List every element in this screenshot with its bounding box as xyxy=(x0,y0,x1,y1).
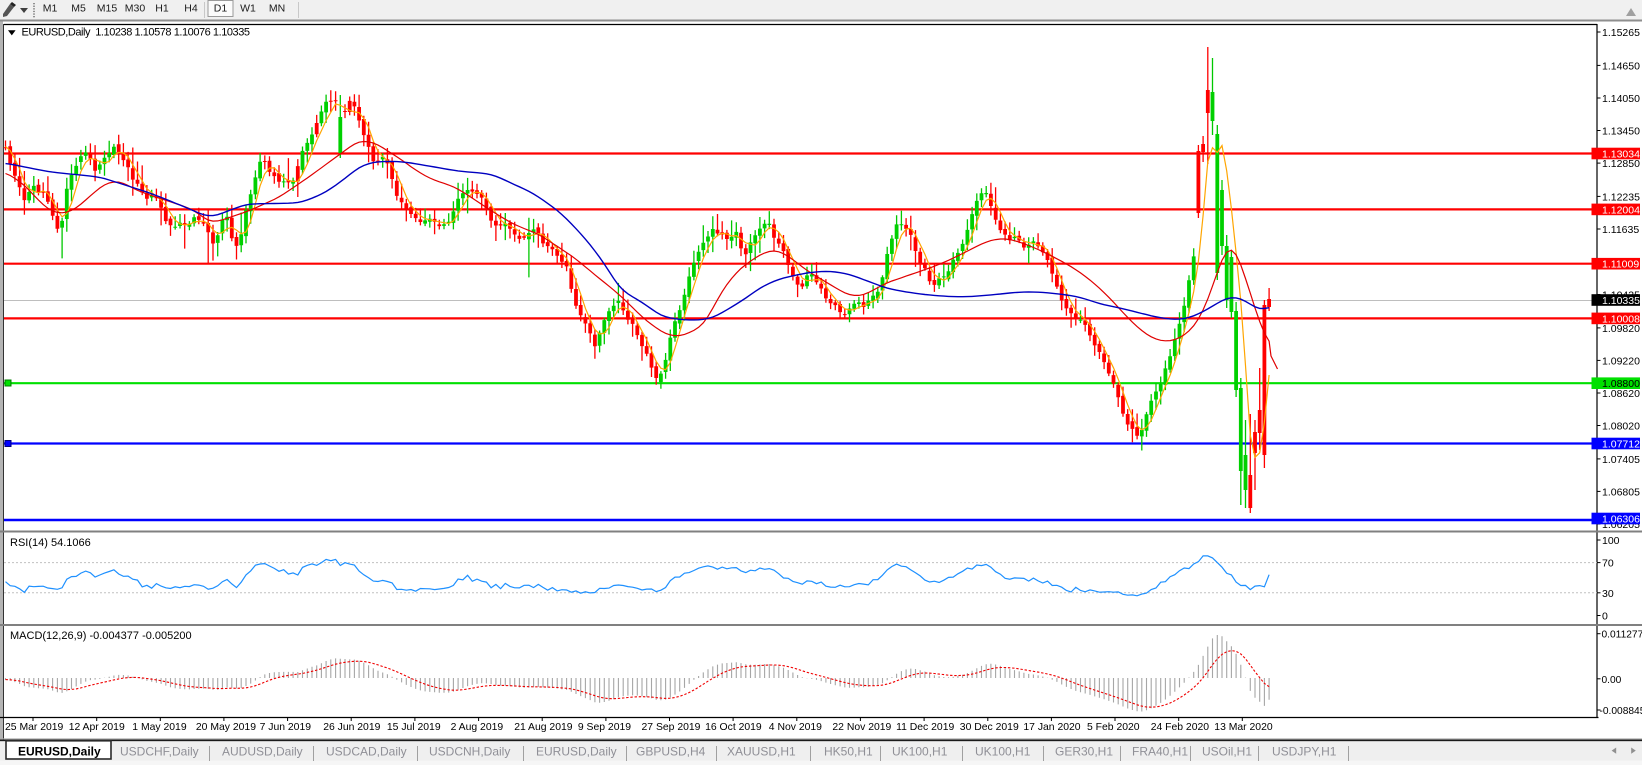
svg-text:1.13450: 1.13450 xyxy=(1602,126,1640,138)
svg-text:1.08020: 1.08020 xyxy=(1602,421,1640,433)
svg-text:FRA40,H1: FRA40,H1 xyxy=(1132,745,1188,759)
svg-text:13 Mar 2020: 13 Mar 2020 xyxy=(1214,722,1273,733)
svg-text:1.15265: 1.15265 xyxy=(1602,27,1640,39)
svg-text:27 Sep 2019: 27 Sep 2019 xyxy=(642,722,701,733)
svg-text:UK100,H1: UK100,H1 xyxy=(892,745,948,759)
svg-text:USDCHF,Daily: USDCHF,Daily xyxy=(120,745,199,759)
svg-text:EURUSD,Daily: EURUSD,Daily xyxy=(18,745,101,759)
svg-text:5 Feb 2020: 5 Feb 2020 xyxy=(1087,722,1140,733)
svg-text:AUDUSD,Daily: AUDUSD,Daily xyxy=(222,745,303,759)
svg-text:70: 70 xyxy=(1602,558,1614,570)
svg-text:MACD(12,26,9) -0.004377 -0.005: MACD(12,26,9) -0.004377 -0.005200 xyxy=(10,630,192,642)
svg-text:1.11009: 1.11009 xyxy=(1602,259,1639,271)
svg-text:1.10335: 1.10335 xyxy=(1602,295,1640,307)
svg-text:25 Mar 2019: 25 Mar 2019 xyxy=(5,722,64,733)
svg-text:12 Apr 2019: 12 Apr 2019 xyxy=(69,722,125,733)
svg-text:100: 100 xyxy=(1602,535,1620,547)
svg-text:15 Jul 2019: 15 Jul 2019 xyxy=(387,722,441,733)
svg-text:30: 30 xyxy=(1602,588,1614,600)
svg-text:M5: M5 xyxy=(71,3,86,15)
svg-text:17 Jan 2020: 17 Jan 2020 xyxy=(1023,722,1080,733)
svg-text:16 Oct 2019: 16 Oct 2019 xyxy=(705,722,762,733)
svg-text:9 Sep 2019: 9 Sep 2019 xyxy=(578,722,631,733)
svg-text:USOil,H1: USOil,H1 xyxy=(1202,745,1252,759)
svg-text:EURUSD,Daily 1.10238 1.10578: EURUSD,Daily 1.10238 1.10578 1.10076 1.1… xyxy=(22,27,250,39)
svg-text:H4: H4 xyxy=(184,3,198,15)
svg-text:1.07712: 1.07712 xyxy=(1602,439,1640,451)
svg-text:4 Nov 2019: 4 Nov 2019 xyxy=(769,722,822,733)
svg-text:1 May 2019: 1 May 2019 xyxy=(132,722,187,733)
svg-text:HK50,H1: HK50,H1 xyxy=(824,745,873,759)
svg-text:1.10008: 1.10008 xyxy=(1602,313,1640,325)
svg-text:30 Dec 2019: 30 Dec 2019 xyxy=(960,722,1019,733)
svg-text:1.09220: 1.09220 xyxy=(1602,355,1640,367)
svg-text:W1: W1 xyxy=(240,3,256,15)
svg-text:MN: MN xyxy=(269,3,285,15)
svg-text:1.06805: 1.06805 xyxy=(1602,486,1640,498)
svg-text:0: 0 xyxy=(1602,611,1608,623)
svg-text:USDCAD,Daily: USDCAD,Daily xyxy=(326,745,407,759)
svg-text:1.14650: 1.14650 xyxy=(1602,60,1640,72)
svg-text:0.00: 0.00 xyxy=(1602,675,1622,686)
svg-text:24 Feb 2020: 24 Feb 2020 xyxy=(1151,722,1210,733)
svg-text:1.12004: 1.12004 xyxy=(1602,204,1640,216)
svg-text:XAUUSD,H1: XAUUSD,H1 xyxy=(727,745,796,759)
svg-text:1.14050: 1.14050 xyxy=(1602,93,1640,105)
svg-text:H1: H1 xyxy=(155,3,169,15)
svg-text:M15: M15 xyxy=(97,3,118,15)
svg-text:1.08620: 1.08620 xyxy=(1602,388,1640,400)
svg-text:2 Aug 2019: 2 Aug 2019 xyxy=(451,722,504,733)
svg-text:1.13034: 1.13034 xyxy=(1602,149,1640,161)
svg-text:1.09820: 1.09820 xyxy=(1602,323,1640,335)
svg-text:21 Aug 2019: 21 Aug 2019 xyxy=(514,722,573,733)
svg-text:0.011277: 0.011277 xyxy=(1602,630,1642,641)
svg-text:1.07405: 1.07405 xyxy=(1602,454,1640,466)
svg-text:22 Nov 2019: 22 Nov 2019 xyxy=(832,722,891,733)
svg-text:7 Jun 2019: 7 Jun 2019 xyxy=(260,722,312,733)
svg-text:11 Dec 2019: 11 Dec 2019 xyxy=(896,722,954,733)
svg-text:GER30,H1: GER30,H1 xyxy=(1055,745,1113,759)
svg-text:1.11635: 1.11635 xyxy=(1602,224,1639,236)
svg-text:USDCNH,Daily: USDCNH,Daily xyxy=(429,745,510,759)
svg-text:20 May 2019: 20 May 2019 xyxy=(196,722,256,733)
svg-text:M1: M1 xyxy=(43,3,58,15)
svg-text:1.12850: 1.12850 xyxy=(1602,158,1640,170)
svg-text:1.06306: 1.06306 xyxy=(1602,514,1640,526)
svg-text:RSI(14) 54.1066: RSI(14) 54.1066 xyxy=(10,537,91,549)
svg-text:1.12235: 1.12235 xyxy=(1602,191,1640,203)
svg-text:D1: D1 xyxy=(214,3,228,15)
svg-text:UK100,H1: UK100,H1 xyxy=(975,745,1031,759)
svg-text:GBPUSD,H4: GBPUSD,H4 xyxy=(636,745,706,759)
svg-text:1.08800: 1.08800 xyxy=(1602,378,1640,390)
svg-text:26 Jun 2019: 26 Jun 2019 xyxy=(323,722,380,733)
svg-text:EURUSD,Daily: EURUSD,Daily xyxy=(536,745,617,759)
svg-text:M30: M30 xyxy=(125,3,146,15)
svg-text:-0.008845: -0.008845 xyxy=(1600,706,1642,717)
svg-text:USDJPY,H1: USDJPY,H1 xyxy=(1272,745,1337,759)
